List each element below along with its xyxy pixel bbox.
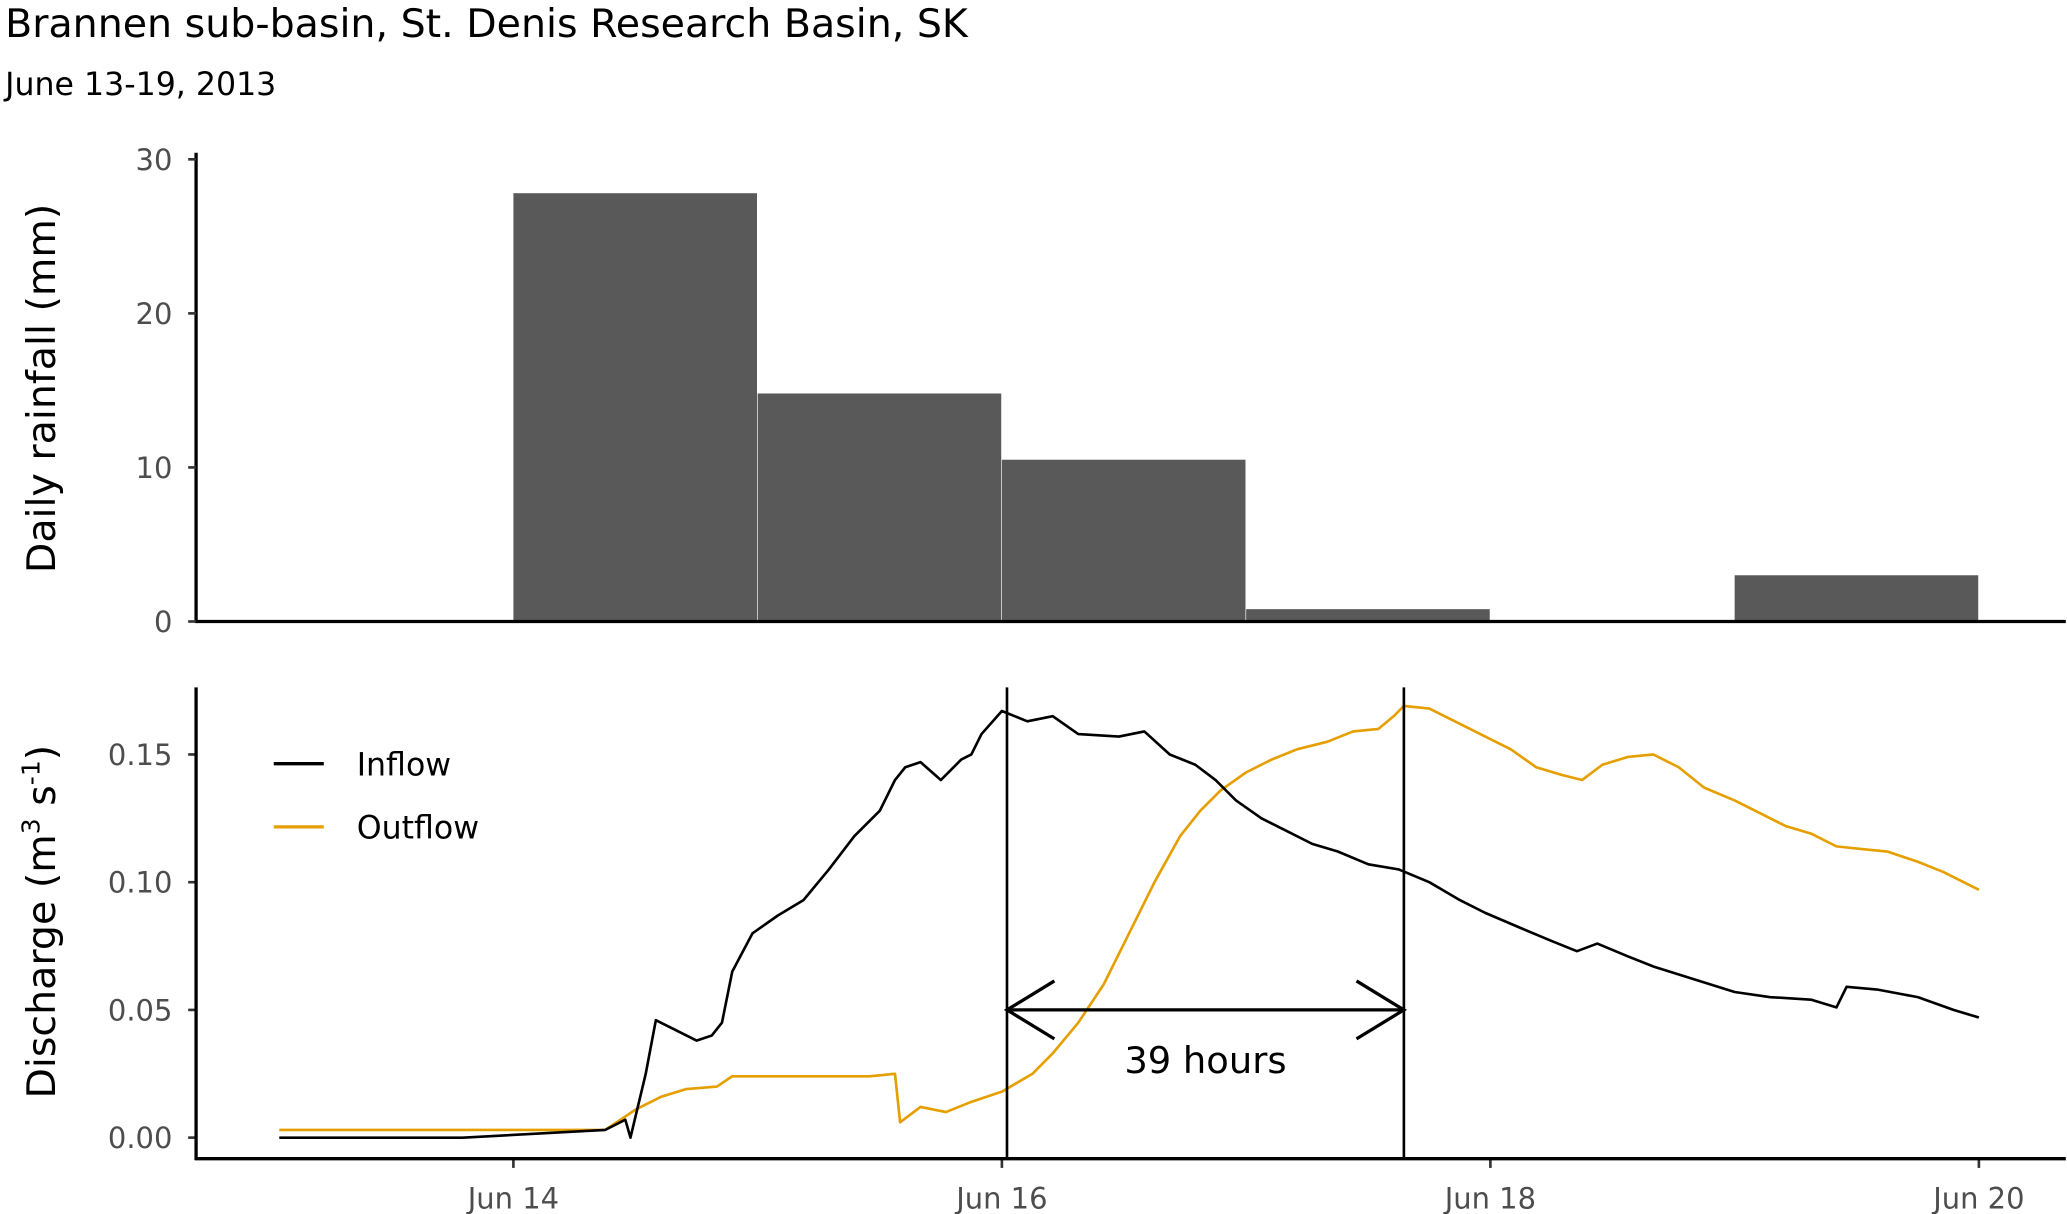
outflow-series-line	[279, 704, 1980, 1132]
discharge-y-tick-label: 0.00	[108, 1121, 172, 1155]
discharge-panel: Discharge (m3 s-1) 0.00 0.05 0.10 0.15 Jun 1…	[16, 687, 2066, 1214]
rainfall-y-tick-label: 0	[154, 605, 172, 639]
rainfall-y-tick-label: 20	[136, 297, 173, 331]
legend-label-inflow: Inflow	[357, 748, 451, 784]
x-tick-label: Jun 14	[466, 1182, 559, 1214]
rainfall-bar	[1734, 575, 1979, 622]
rainfall-y-axis-label: Daily rainfall (mm)	[19, 204, 65, 573]
rainfall-y-tick-label: 10	[136, 451, 173, 485]
x-tick-label: Jun 20	[1931, 1182, 2024, 1214]
discharge-y-tick-label: 0.15	[108, 738, 172, 772]
x-tick-label: Jun 16	[954, 1182, 1047, 1214]
rainfall-bar	[757, 393, 1002, 622]
rainfall-bar	[513, 193, 757, 622]
lag-arrow-left-head	[1003, 979, 1056, 1041]
discharge-y-tick-label: 0.05	[108, 993, 172, 1027]
chart-subtitle: June 13-19, 2013	[3, 67, 276, 103]
rainfall-bar	[1246, 609, 1490, 622]
inflow-series-line	[279, 709, 1980, 1139]
rainfall-bar	[1001, 459, 1246, 622]
lag-annotation-label: 39 hours	[1124, 1039, 1286, 1082]
rainfall-panel: Daily rainfall (mm) 0 10 20 30	[19, 143, 2066, 639]
legend-label-outflow: Outflow	[357, 811, 479, 847]
discharge-y-axis-label: Discharge (m3 s-1)	[16, 745, 65, 1099]
discharge-y-tick-label: 0.10	[108, 866, 172, 900]
rainfall-y-tick-label: 30	[136, 143, 173, 177]
x-tick-label: Jun 18	[1443, 1182, 1536, 1214]
lag-arrow-right-head	[1355, 979, 1408, 1041]
chart-title: Brannen sub-basin, St. Denis Research Ba…	[5, 1, 969, 47]
